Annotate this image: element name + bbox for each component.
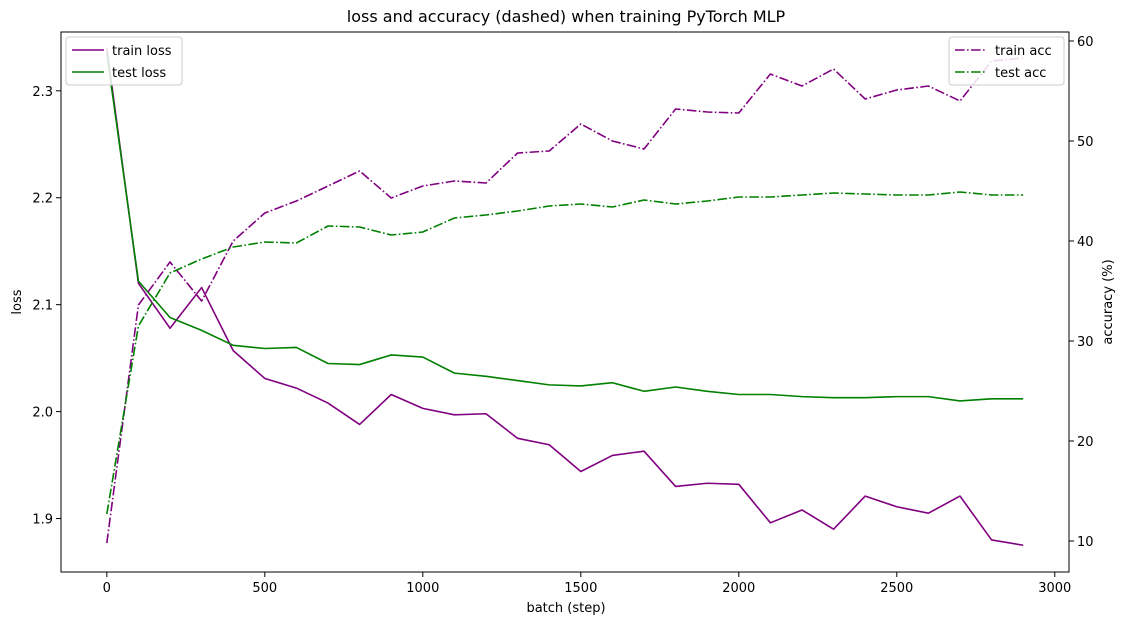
x-tick-label: 2000 xyxy=(722,581,755,596)
y-right-tick-label: 10 xyxy=(1077,535,1094,550)
y-left-tick-label: 2.0 xyxy=(32,406,53,421)
y-right-tick-label: 60 xyxy=(1077,35,1094,50)
series-line-test-loss xyxy=(106,53,1024,402)
legend-box-upper-right xyxy=(948,36,1065,86)
x-axis-label: batch (step) xyxy=(526,601,605,616)
y-right-tick-label: 30 xyxy=(1077,335,1094,350)
x-tick-label: 1000 xyxy=(406,581,439,596)
x-tick-label: 3000 xyxy=(1038,581,1071,596)
legend-label-train-loss: train loss xyxy=(112,44,172,59)
legend-label-train-acc: train acc xyxy=(995,44,1052,59)
y-left-tick-label: 2.1 xyxy=(32,299,53,314)
legend-label-test-acc: test acc xyxy=(995,66,1046,81)
series-line-test-acc xyxy=(106,191,1024,515)
legends-group: train loss test loss train acc test acc xyxy=(65,36,1065,86)
y-right-tick-label: 50 xyxy=(1077,135,1094,150)
chart-title: loss and accuracy (dashed) when training… xyxy=(347,7,786,26)
x-tick-label: 0 xyxy=(103,581,111,596)
series-line-train-acc xyxy=(106,57,1024,544)
y-left-tick-label: 2.3 xyxy=(32,85,53,100)
x-tick-label: 500 xyxy=(252,581,277,596)
y-right-tick-label: 20 xyxy=(1077,435,1094,450)
series-lines-group xyxy=(106,47,1024,547)
legend-box-upper-left xyxy=(65,36,183,86)
plot-frame xyxy=(60,31,1070,573)
y-left-tick-label: 1.9 xyxy=(32,513,53,528)
y-right-tick-label: 40 xyxy=(1077,235,1094,250)
x-tick-label: 1500 xyxy=(564,581,597,596)
y-right-axis-label: accuracy (%) xyxy=(1101,259,1116,344)
axes-group: 0 500 1000 1500 2000 2500 3000 1.9 2.0 2.1 2.2 2.3 1… xyxy=(32,31,1094,596)
legend-label-test-loss: test loss xyxy=(112,66,166,81)
series-line-train-loss xyxy=(106,47,1024,547)
y-left-axis-label: loss xyxy=(10,289,25,314)
y-left-tick-label: 2.2 xyxy=(32,192,53,207)
x-tick-label: 2500 xyxy=(880,581,913,596)
